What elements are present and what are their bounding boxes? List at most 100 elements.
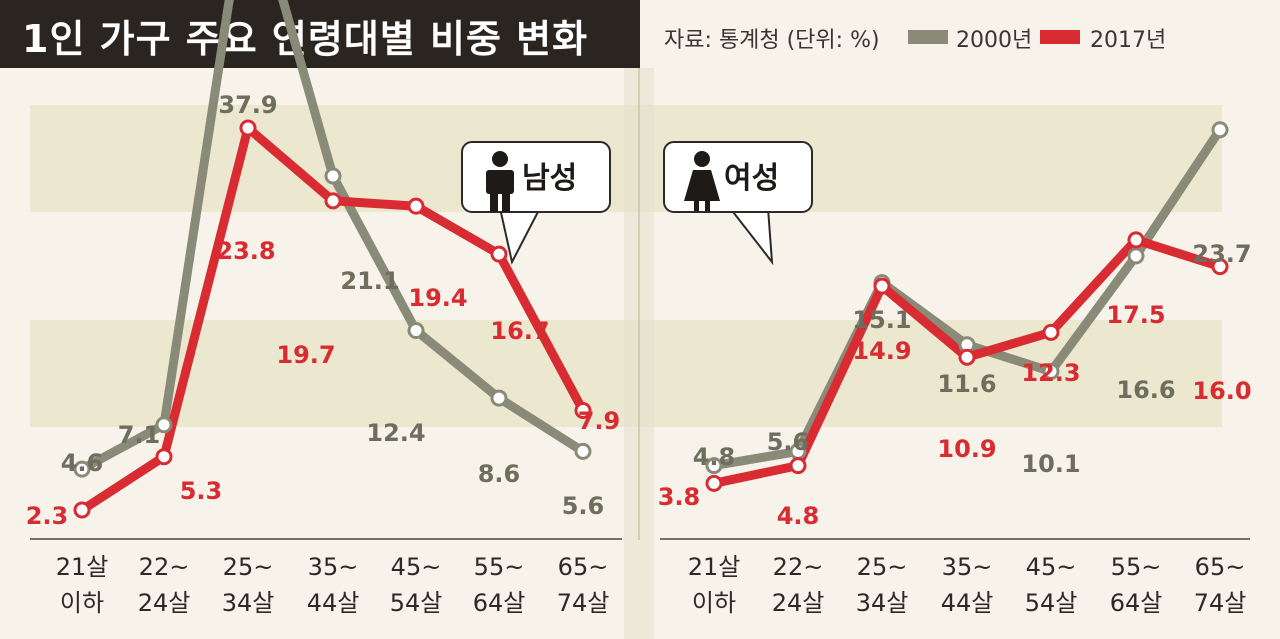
data-label-2000: 37.9 <box>218 91 277 119</box>
x-tick-label: 35~ <box>308 553 359 581</box>
data-label-2017: 14.9 <box>852 337 911 365</box>
x-tick-label: 35~ <box>942 553 993 581</box>
icon-leg <box>705 201 710 211</box>
data-point-2000 <box>407 322 425 340</box>
chart-title: 1인 가구 주요 연령대별 비중 변화 <box>22 17 589 61</box>
source-note: 자료: 통계청 (단위: %) <box>664 28 880 53</box>
x-tick-label: 22~ <box>773 553 824 581</box>
x-tick-label: 64살 <box>1110 589 1163 617</box>
x-tick-label: 이하 <box>692 589 736 617</box>
data-point-2017 <box>155 448 173 466</box>
x-tick-label: 74살 <box>557 589 610 617</box>
data-label-2000: 15.1 <box>852 306 911 334</box>
data-point-2017 <box>490 245 508 263</box>
panel-title-bubble: 남성 <box>461 141 611 265</box>
x-tick-label: 45~ <box>391 553 442 581</box>
woman-icon <box>684 151 720 211</box>
data-point-2000 <box>1127 247 1145 265</box>
data-point-2017 <box>407 197 425 215</box>
legend-label-2000: 2000년 <box>956 28 1033 53</box>
data-point-2000 <box>155 416 173 434</box>
data-point-2017 <box>873 277 891 295</box>
data-label-2017: 19.4 <box>408 284 467 312</box>
x-tick-label: 이하 <box>60 589 104 617</box>
data-label-2017: 2.3 <box>26 502 69 530</box>
data-point-2017 <box>239 119 257 137</box>
data-point-2017 <box>1042 323 1060 341</box>
data-label-2000: 10.1 <box>1021 450 1080 478</box>
data-label-2017: 17.5 <box>1106 301 1165 329</box>
data-label-2000: 7.1 <box>118 421 161 449</box>
data-label-2000: 12.4 <box>366 419 425 447</box>
data-point-2017 <box>705 474 723 492</box>
x-tick-label: 54살 <box>1025 589 1078 617</box>
x-tick-label: 54살 <box>390 589 443 617</box>
bubble-tail <box>727 207 774 266</box>
data-label-2000: 5.6 <box>562 492 605 520</box>
data-point-2000 <box>1211 121 1229 139</box>
data-point-2017 <box>789 457 807 475</box>
data-label-2017: 7.9 <box>578 407 621 435</box>
icon-head <box>492 151 508 167</box>
x-tick-label: 44살 <box>941 589 994 617</box>
data-label-2017: 10.9 <box>937 435 996 463</box>
x-tick-label: 21살 <box>56 553 109 581</box>
data-label-2017: 4.8 <box>777 502 820 530</box>
data-point-2017 <box>1127 231 1145 249</box>
panel-female: 4.8 5.6 15.1 11.6 10.1 16.6 23.7 3.8 4.8 14.9 10.9… <box>658 121 1252 617</box>
data-label-2017: 5.3 <box>180 477 223 505</box>
x-tick-label: 65~ <box>558 553 609 581</box>
icon-leg <box>694 201 699 211</box>
data-label-2000: 23.7 <box>1192 240 1251 268</box>
icon-head <box>694 151 710 167</box>
data-point-2017 <box>958 348 976 366</box>
data-point-2000 <box>73 460 91 478</box>
x-tick-label: 55~ <box>474 553 525 581</box>
x-tick-label: 22~ <box>139 553 190 581</box>
data-label-2017: 19.7 <box>276 341 335 369</box>
legend-label-2017: 2017년 <box>1090 28 1167 53</box>
data-point-2017 <box>1211 258 1229 276</box>
x-tick-label: 45~ <box>1026 553 1077 581</box>
data-point-2000 <box>324 167 342 185</box>
data-point-2000 <box>490 389 508 407</box>
data-label-2017: 12.3 <box>1021 359 1080 387</box>
data-point-2000 <box>705 457 723 475</box>
x-tick-label: 74살 <box>1194 589 1247 617</box>
legend-swatch-2017 <box>1040 30 1080 44</box>
data-label-2017: 16.0 <box>1192 377 1251 405</box>
x-tick-label: 24살 <box>772 589 825 617</box>
x-tick-label: 24살 <box>138 589 191 617</box>
x-tick-label: 55~ <box>1111 553 1162 581</box>
panel-male: 4.6 7.1 37.9 21.1 12.4 8.6 5.6 2.3 5.3 23.8 19.7 19… <box>26 0 621 617</box>
data-point-2000 <box>574 442 592 460</box>
panel-title-bubble: 여성 <box>663 141 813 266</box>
icon-leg <box>490 192 498 212</box>
data-label-2017: 16.7 <box>490 317 549 345</box>
x-tick-label: 34살 <box>856 589 909 617</box>
x-tick-label: 34살 <box>222 589 275 617</box>
x-tick-label: 21살 <box>688 553 741 581</box>
data-point-2000 <box>1042 362 1060 380</box>
data-label-2000: 11.6 <box>937 370 996 398</box>
data-point-2017 <box>73 501 91 519</box>
icon-leg <box>502 192 510 212</box>
data-label-2000: 5.6 <box>767 428 810 456</box>
man-icon <box>486 151 514 212</box>
data-label-2000: 21.1 <box>340 267 399 295</box>
x-tick-label: 64살 <box>473 589 526 617</box>
panel-title: 남성 <box>522 161 577 196</box>
data-label-2000: 8.6 <box>478 460 521 488</box>
title-bar: 1인 가구 주요 연령대별 비중 변화 <box>0 0 640 68</box>
panel-title: 여성 <box>724 161 779 196</box>
data-label-2017: 23.8 <box>216 237 275 265</box>
x-tick-label: 25~ <box>223 553 274 581</box>
x-tick-label: 65~ <box>1195 553 1246 581</box>
legend-swatch-2000 <box>908 30 948 44</box>
icon-body <box>486 170 514 194</box>
icon-body <box>684 170 720 201</box>
data-label-2000: 4.6 <box>61 449 104 477</box>
data-point-2017 <box>574 402 592 420</box>
